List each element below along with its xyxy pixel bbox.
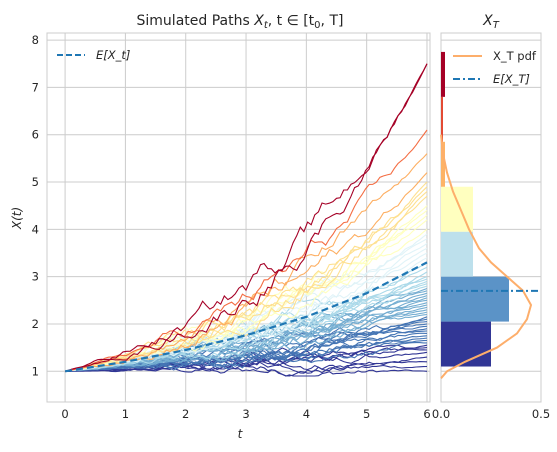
main-y-tick-label: 8 [32, 33, 39, 47]
side-x-tick-label: 0.0 [432, 407, 450, 421]
main-x-tick-label: 2 [182, 407, 189, 421]
histogram-bar [441, 232, 473, 277]
histogram-bar [441, 52, 445, 97]
side-x-tick-label: 0.5 [532, 407, 550, 421]
main-title: Simulated Paths Xt, t ∈ [t0, T] [137, 13, 344, 31]
main-x-tick-label: 3 [242, 407, 249, 421]
main-x-ticks: 0 1 2 3 4 5 6 [61, 407, 430, 421]
side-x-ticks: 0.0 0.5 [432, 407, 550, 421]
main-x-tick-label: 0 [61, 407, 68, 421]
side-title: XT [482, 13, 500, 31]
side-plot: 0.0 0.5 XT X_T pdf E[X_T] [432, 13, 550, 421]
legend-expected-label: E[X_t] [96, 48, 130, 62]
histogram-bar [441, 277, 509, 322]
main-y-tick-label: 2 [32, 317, 39, 331]
histogram-bar [441, 322, 491, 367]
main-y-tick-label: 1 [32, 364, 39, 378]
main-y-tick-label: 4 [32, 222, 39, 236]
legend-side-expected-label: E[X_T] [493, 72, 530, 86]
main-y-tick-label: 6 [32, 128, 39, 142]
main-x-tick-label: 6 [423, 407, 430, 421]
main-y-ticks: 1 2 3 4 5 6 7 8 [32, 33, 39, 378]
main-x-tick-label: 5 [363, 407, 370, 421]
main-x-label: t [238, 427, 244, 441]
main-plot: 0 1 2 3 4 5 6 1 2 3 4 5 6 7 8 Simulated Paths Xt, t ∈… [10, 13, 431, 441]
main-y-label: X(t) [10, 207, 24, 230]
main-y-tick-label: 3 [32, 270, 39, 284]
main-x-tick-label: 4 [303, 407, 310, 421]
legend-pdf-label: X_T pdf [493, 49, 537, 63]
main-x-tick-label: 1 [122, 407, 129, 421]
main-y-tick-label: 7 [32, 80, 39, 94]
main-y-tick-label: 5 [32, 175, 39, 189]
